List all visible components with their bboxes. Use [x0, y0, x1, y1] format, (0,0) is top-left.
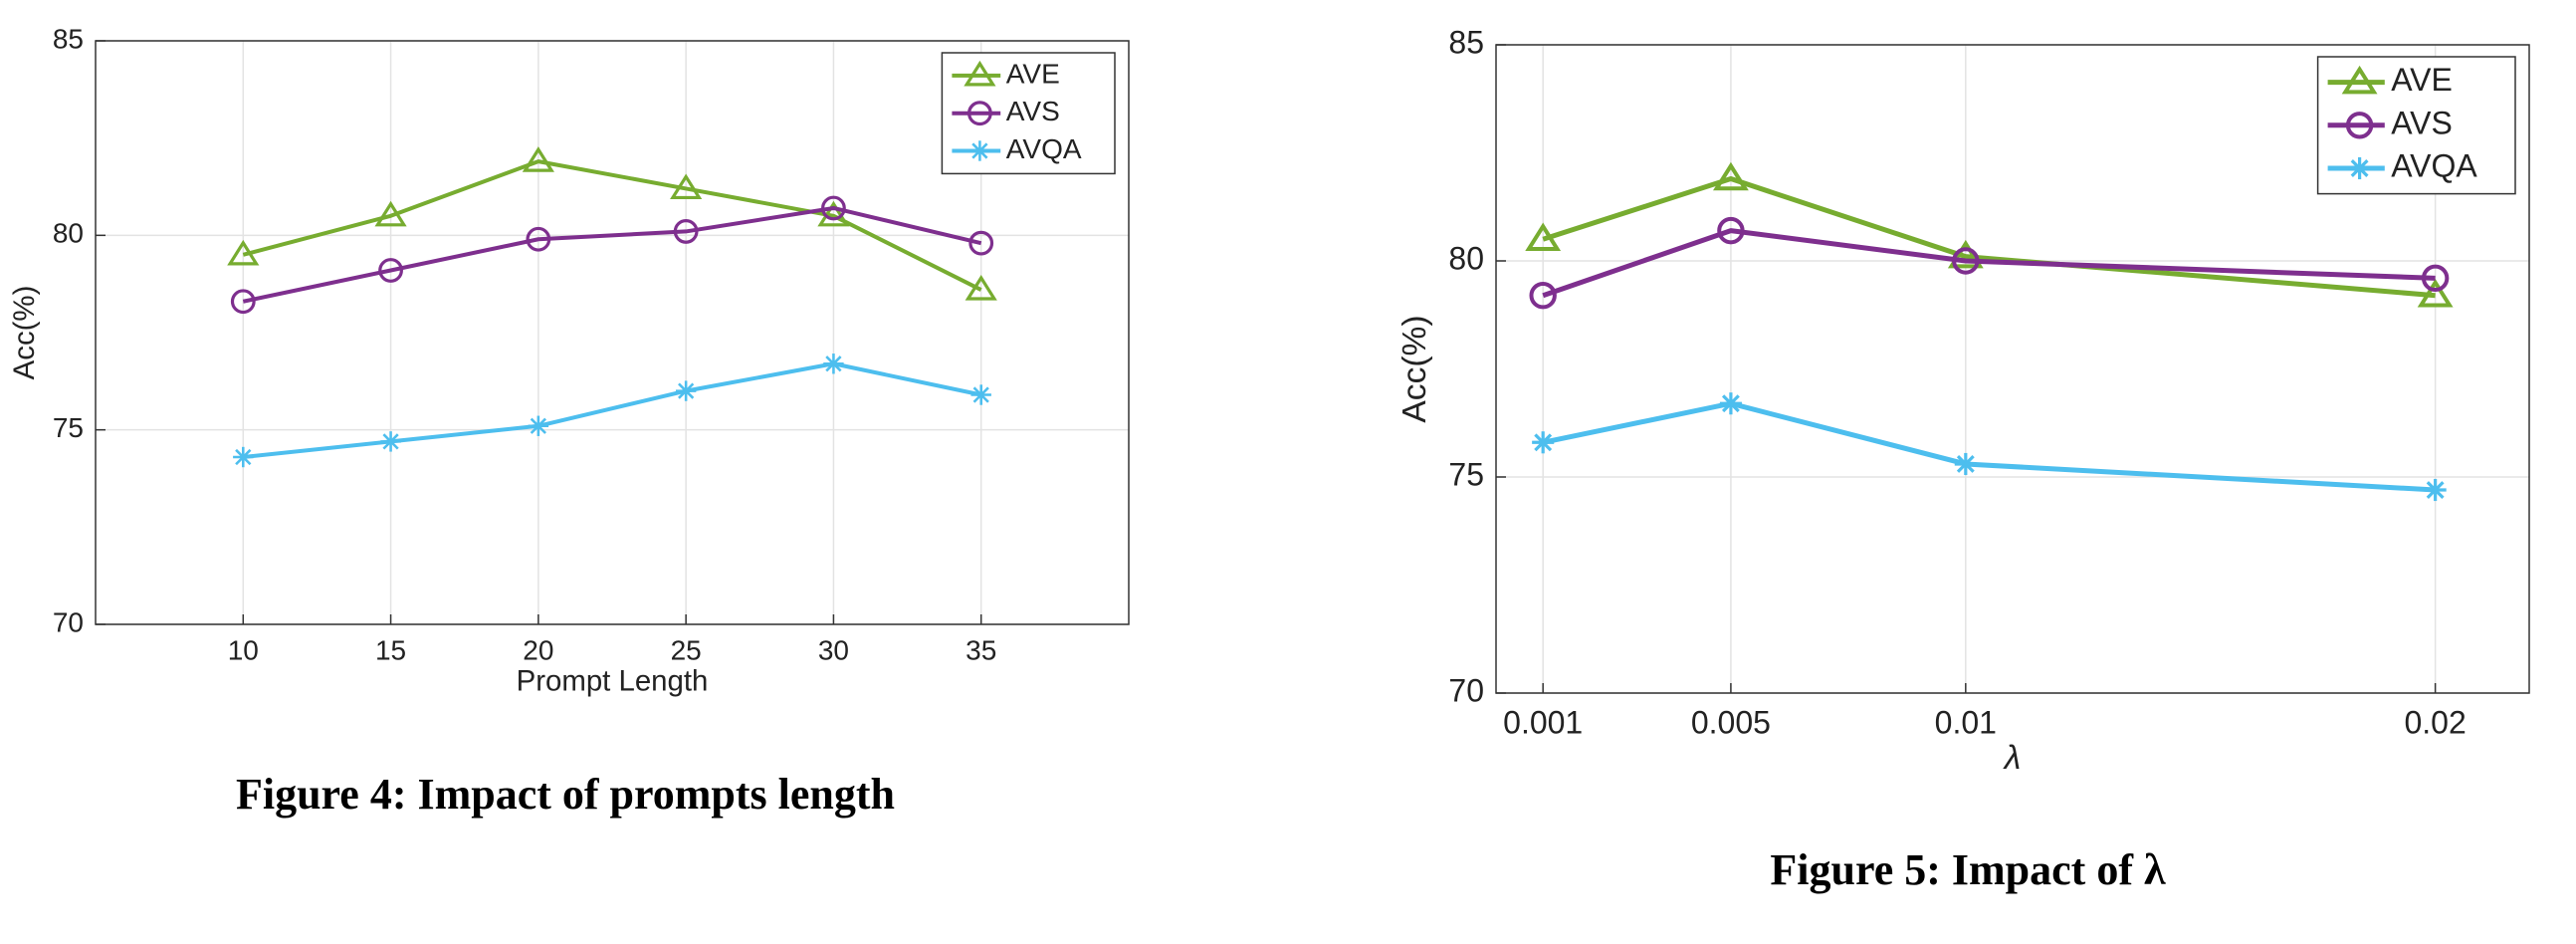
chart: 70 75 80 85 0.001 0.005 0.01 0.02 λ Acc(%) Figure … [1396, 24, 2530, 894]
marker-asterisk [233, 446, 254, 468]
y-axis-label: Acc(%) [8, 286, 41, 380]
x-axis-label: λ [2003, 740, 2022, 777]
x-tick-label: 35 [966, 634, 996, 665]
legend-label: AVQA [2391, 147, 2477, 183]
marker-triangle [1947, 239, 1984, 269]
marker-asterisk [380, 431, 401, 452]
caption: Figure 4: Impact of prompts length [236, 770, 895, 819]
marker-circle [821, 195, 846, 221]
legend-label: AVS [1006, 96, 1060, 126]
legend: AVE AVS AVQA [941, 52, 1116, 175]
x-tick-label: 10 [228, 634, 259, 665]
x-tick-label: 0.001 [1503, 704, 1583, 740]
asterisk-stroke [530, 417, 546, 434]
marker-triangle [2417, 278, 2454, 308]
caption: Figure 5: Impact of λ [1770, 845, 2166, 894]
asterisk-stroke [2350, 159, 2369, 177]
marker-circle [1717, 216, 1745, 245]
plot-frame [1495, 44, 2530, 694]
marker-triangle [670, 173, 703, 200]
marker-circle [526, 226, 551, 252]
marker-asterisk [2424, 478, 2447, 502]
x-axis-label: Prompt Length [517, 665, 709, 698]
marker-circle [968, 230, 994, 256]
marker-triangle [1525, 222, 1562, 252]
y-tick-label: 75 [1448, 456, 1484, 492]
marker-triangle [1712, 161, 1749, 191]
legend-label: AVE [2391, 62, 2453, 98]
legend: AVE AVS AVQA [2316, 56, 2516, 195]
legend-label: AVE [1006, 58, 1060, 89]
asterisk-stroke [1956, 455, 1975, 473]
marker-asterisk [969, 140, 990, 161]
marker-circle [2345, 112, 2374, 139]
marker-triangle [2341, 65, 2378, 95]
asterisk-stroke [382, 433, 399, 450]
y-axis-label: Acc(%) [1396, 315, 1433, 422]
marker-circle [967, 101, 992, 126]
marker-triangle [374, 200, 407, 227]
asterisk-stroke [971, 142, 988, 159]
marker-asterisk [675, 380, 697, 401]
x-tick-label: 15 [375, 634, 406, 665]
series-line [242, 159, 982, 292]
marker-triangle [817, 200, 850, 227]
plot-frame [95, 40, 1130, 625]
series-line [242, 205, 982, 304]
x-tick-label: 0.01 [1935, 704, 1997, 740]
series-line [1542, 400, 2436, 493]
x-tick-label: 0.005 [1691, 704, 1771, 740]
marker-asterisk [1954, 452, 1977, 476]
chart: 70 75 80 85 10 15 20 25 30 35 Prompt Length Acc(%) F… [8, 23, 1130, 819]
marker-asterisk [1719, 392, 1742, 415]
series-line [1542, 176, 2436, 299]
marker-triangle [227, 239, 260, 266]
y-tick-label: 70 [53, 606, 84, 637]
y-tick-label: 85 [1448, 24, 1484, 60]
marker-circle [230, 289, 256, 315]
marker-circle [378, 258, 403, 283]
y-tick-label: 70 [1448, 672, 1484, 708]
asterisk-stroke [1721, 394, 1740, 413]
asterisk-stroke [1534, 433, 1553, 452]
y-tick-label: 80 [1448, 240, 1484, 276]
x-tick-label: 30 [818, 634, 849, 665]
marker-circle [673, 219, 699, 244]
x-tick-label: 0.02 [2404, 704, 2466, 740]
marker-asterisk [970, 384, 991, 405]
marker-asterisk [2348, 156, 2371, 180]
asterisk-stroke [825, 355, 842, 372]
asterisk-stroke [235, 448, 252, 466]
y-tick-label: 75 [53, 412, 84, 443]
y-tick-label: 80 [53, 218, 84, 249]
x-tick-label: 25 [671, 634, 702, 665]
x-tick-label: 20 [523, 634, 553, 665]
marker-triangle [522, 146, 554, 172]
marker-triangle [964, 60, 996, 87]
marker-asterisk [1532, 431, 1555, 454]
series-line [1542, 228, 2436, 299]
marker-circle [1529, 282, 1557, 310]
legend-label: AVS [2391, 105, 2453, 140]
marker-triangle [965, 275, 997, 301]
asterisk-stroke [2426, 481, 2445, 499]
marker-circle [2421, 264, 2450, 293]
legend-label: AVQA [1006, 133, 1082, 164]
y-tick-label: 85 [53, 23, 84, 54]
asterisk-stroke [678, 382, 695, 399]
marker-asterisk [528, 415, 549, 436]
series-line [243, 361, 982, 460]
marker-asterisk [823, 354, 844, 374]
asterisk-stroke [972, 386, 989, 403]
marker-circle [1952, 247, 1980, 275]
